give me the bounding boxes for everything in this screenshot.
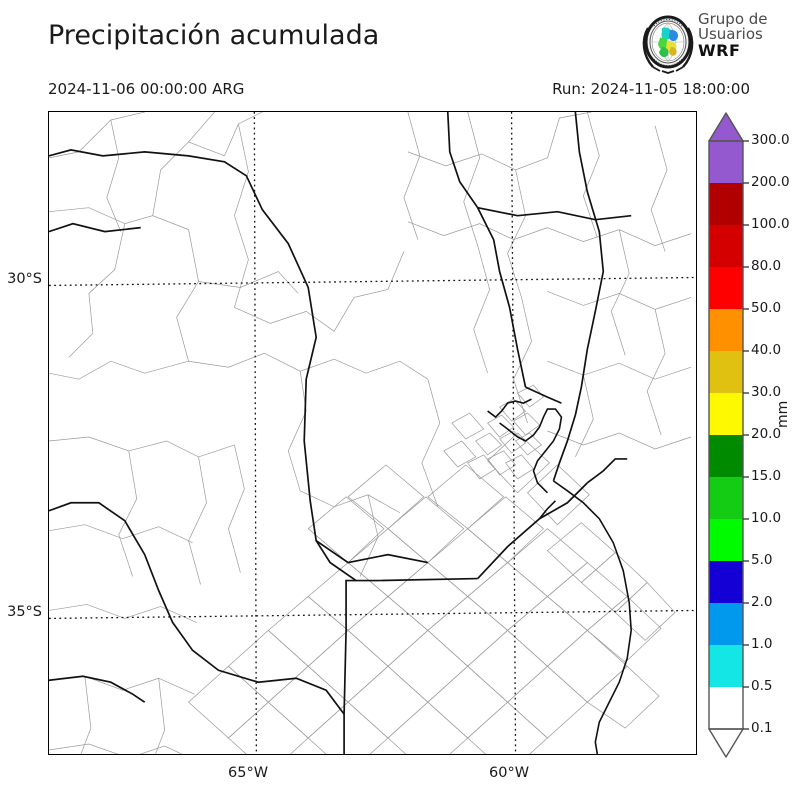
- colorbar-tick-label-0.1: 0.1: [751, 720, 773, 736]
- page-title: Precipitación acumulada: [48, 20, 380, 51]
- precipitation-colorbar[interactable]: mm 300.0 200.0 100.0 80.0 50.0 40.0 30.0 20.0 15…: [705, 110, 800, 765]
- colorbar-unit-label: mm: [775, 400, 791, 428]
- wrf-user-group-logo: Grupo de Usuarios WRF: [640, 10, 795, 76]
- valid-time-label: 2024-11-06 00:00:00 ARG: [48, 80, 245, 98]
- colorbar-tick-label-5.0: 5.0: [751, 552, 773, 568]
- colorbar-band-40-50: [709, 309, 743, 352]
- logo-line-3: WRF: [698, 40, 741, 60]
- colorbar-tick-label-300.0: 300.0: [751, 132, 790, 148]
- graticule-lines: [49, 112, 696, 754]
- colorbar-band-10-15: [709, 477, 743, 520]
- colorbar-tick-label-100.0: 100.0: [751, 216, 790, 232]
- colorbar-band-1-2: [709, 603, 743, 646]
- colorbar-tick-label-40.0: 40.0: [751, 342, 782, 358]
- colorbar-tick-label-20.0: 20.0: [751, 426, 782, 442]
- colorbar-tick-label-2.0: 2.0: [751, 594, 773, 610]
- y-tick-35s: 35°S: [7, 604, 42, 620]
- x-tick-60w: 60°W: [489, 765, 530, 781]
- colorbar-tick-label-1.0: 1.0: [751, 636, 773, 652]
- colorbar-tick-label-50.0: 50.0: [751, 300, 782, 316]
- colorbar-band-50-80: [709, 267, 743, 310]
- colorbar-over-arrow: [708, 112, 744, 142]
- colorbar-under-arrow: [708, 728, 744, 758]
- colorbar-band-20-30: [709, 393, 743, 436]
- colorbar-band-100-200: [709, 183, 743, 226]
- lon-line-60w: [510, 112, 517, 754]
- precipitation-map[interactable]: [48, 111, 697, 755]
- colorbar-tick-label-15.0: 15.0: [751, 468, 782, 484]
- map-canvas: [49, 112, 696, 754]
- colorbar-tick-label-30.0: 30.0: [751, 384, 782, 400]
- colorbar-band-5-10: [709, 519, 743, 562]
- colorbar-band-0.5-1: [709, 645, 743, 688]
- colorbar-band-80-100: [709, 225, 743, 268]
- y-tick-30s: 30°S: [7, 271, 42, 287]
- colorbar-ticks: [743, 140, 749, 730]
- coastline: [487, 398, 633, 754]
- colorbar-band-30-40: [709, 351, 743, 394]
- colorbar-tick-label-0.5: 0.5: [751, 678, 773, 694]
- colorbar-tick-label-10.0: 10.0: [751, 510, 782, 526]
- colorbar-band-200-300: [709, 141, 743, 184]
- colorbar-tick-label-80.0: 80.0: [751, 258, 782, 274]
- colorbar-band-2-5: [709, 561, 743, 604]
- logo-text: Grupo de Usuarios WRF: [698, 10, 768, 60]
- department-boundaries: [49, 112, 692, 754]
- run-time-label: Run: 2024-11-05 18:00:00: [552, 80, 750, 98]
- colorbar-band-0.1-0.5: [709, 687, 743, 730]
- logo-line-1: Grupo de: [698, 10, 768, 28]
- province-boundaries: [49, 112, 632, 754]
- lon-line-65w: [253, 112, 258, 754]
- wrf-globe-emblem-icon: [642, 15, 694, 74]
- lat-line-30s: [49, 276, 696, 287]
- colorbar-tick-label-200.0: 200.0: [751, 174, 790, 190]
- x-tick-65w: 65°W: [228, 765, 269, 781]
- logo-line-2: Usuarios: [698, 25, 763, 44]
- colorbar-bands: [709, 141, 743, 730]
- colorbar-svg: [708, 112, 749, 758]
- lat-line-35s: [49, 609, 696, 620]
- colorbar-band-15-20: [709, 435, 743, 478]
